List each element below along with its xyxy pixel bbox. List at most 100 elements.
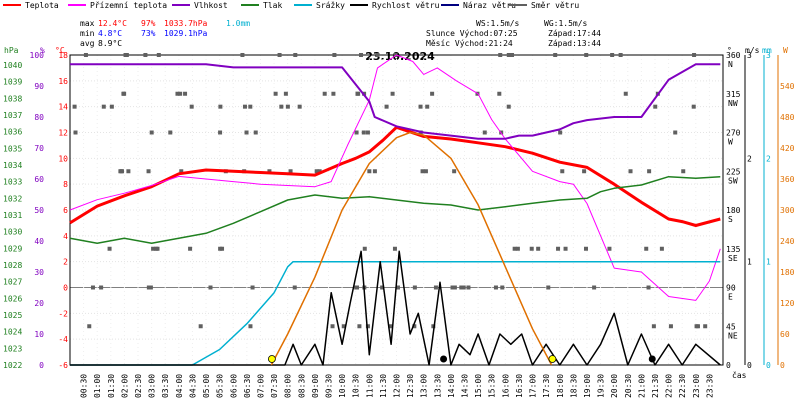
tick-deg: 0 [726, 361, 731, 370]
stats-block: max 12.4°C 97% 1033.7hPa 1.0mm min 4.8°C 73% 102… [80, 19, 250, 48]
info-left: Měsíc Východ:21:24 [426, 39, 513, 48]
wind-direction-mark [482, 130, 487, 135]
stats-rain: 1.0mm [226, 19, 250, 28]
wind-direction-mark [582, 169, 587, 174]
legend-label: Teplota [25, 1, 59, 10]
tick-hpa: 1039 [3, 78, 22, 87]
wind-direction-mark [341, 324, 346, 329]
tick-dir: N [728, 60, 733, 69]
wind-direction-mark [118, 169, 123, 174]
wind-direction-mark [283, 91, 288, 96]
tick-time: 22:30 [678, 374, 687, 398]
tick-ms: 0 [747, 361, 752, 370]
tick-w: 300 [780, 206, 795, 215]
wind-direction-mark [322, 91, 327, 96]
wind-direction-mark [244, 130, 249, 135]
wind-direction-mark [354, 130, 359, 135]
wind-direction-mark [218, 246, 223, 251]
series-line [70, 63, 721, 140]
wind-direction-mark [179, 169, 184, 174]
legend-label: Tlak [263, 1, 282, 10]
legend: Teplota Přízemní teplota Vlhkost Tlak Srážky… [3, 1, 579, 10]
wind-direction-mark [218, 130, 223, 135]
tick-hpa: 1031 [3, 211, 22, 220]
axis-label-temp: °C [55, 46, 65, 55]
wind-direction-mark [372, 169, 377, 174]
tick-time: 21:00 [637, 374, 646, 398]
tick-mm: 3 [766, 51, 771, 60]
wind-direction-mark [653, 104, 658, 109]
wind-direction-mark [668, 324, 673, 329]
wind-direction-mark [73, 130, 78, 135]
tick-time: 17:00 [529, 374, 538, 398]
tick-deg: 360 [726, 51, 741, 60]
wind-direction-mark [673, 130, 678, 135]
wind-direction-mark [122, 91, 127, 96]
wind-direction-mark [146, 169, 151, 174]
legend-label: Přízemní teplota [90, 1, 167, 10]
tick-time: 02:30 [134, 374, 143, 398]
stats-temp: 8.9°C [98, 39, 122, 48]
wind-direction-mark [367, 169, 372, 174]
tick-w: 540 [780, 82, 795, 91]
wind-direction-mark [175, 91, 180, 96]
wind-direction-mark [83, 53, 88, 57]
legend-label: Rychlost větru [372, 1, 440, 10]
tick-deg: 225 [726, 167, 741, 176]
wind-direction-mark [143, 53, 148, 57]
tick-time: 20:30 [624, 374, 633, 398]
wind-sun-moon-info: WS:1.5m/s WG:1.5m/s Slunce Východ:07:25 Záp… [426, 19, 601, 48]
plot-series [69, 54, 721, 366]
tick-time: 08:30 [297, 374, 306, 398]
wind-direction-mark [279, 104, 284, 109]
wind-direction-mark [365, 324, 370, 329]
wind-direction-mark [218, 104, 223, 109]
tick-time: 05:30 [216, 374, 225, 398]
tick-pct: 50 [34, 206, 44, 215]
wind-direction-mark [388, 324, 393, 329]
tick-time: 01:00 [93, 374, 102, 398]
wind-direction-mark [101, 104, 106, 109]
wind-direction-mark [691, 104, 696, 109]
tick-pct: 80 [34, 113, 44, 122]
tick-time: 16:30 [515, 374, 524, 398]
tick-hpa: 1027 [3, 278, 22, 287]
series-line [69, 175, 721, 245]
tick-hpa: 1036 [3, 128, 22, 137]
tick-temp: 8 [63, 180, 68, 189]
tick-ms: 3 [747, 51, 752, 60]
tick-time: 04:30 [188, 374, 197, 398]
wind-direction-mark [314, 169, 319, 174]
wind-direction-mark [395, 285, 400, 290]
wind-direction-mark [433, 285, 438, 290]
tick-time: 07:00 [256, 374, 265, 398]
wind-direction-mark [355, 285, 360, 290]
wind-direction-mark [506, 104, 511, 109]
tick-pct: 0 [39, 361, 44, 370]
wind-direction-mark [466, 285, 471, 290]
tick-time: 12:00 [393, 374, 402, 398]
tick-mm: 1 [766, 258, 771, 267]
wind-direction-mark [288, 169, 293, 174]
tick-pct: 90 [34, 82, 44, 91]
wind-direction-mark [273, 91, 278, 96]
wind-direction-mark [90, 285, 95, 290]
tick-pct: 10 [34, 330, 44, 339]
tick-time: 20:00 [610, 374, 619, 398]
wind-direction-mark [146, 285, 151, 290]
tick-w: 240 [780, 237, 795, 246]
tick-time: 10:00 [338, 374, 347, 398]
series-line [70, 250, 721, 366]
sun-marker [267, 355, 276, 363]
tick-time: 07:30 [270, 374, 279, 398]
tick-time: 05:00 [202, 374, 211, 398]
wind-direction-mark [292, 285, 297, 290]
legend-label: Směr větru [531, 1, 579, 10]
wind-direction-mark [359, 53, 364, 57]
tick-ms: 1 [747, 258, 752, 267]
legend-label: Srážky [316, 1, 345, 10]
tick-temp: 16 [58, 77, 68, 86]
tick-dir: W [728, 138, 733, 147]
wind-direction-mark [498, 53, 503, 57]
tick-time: 18:30 [569, 374, 578, 398]
